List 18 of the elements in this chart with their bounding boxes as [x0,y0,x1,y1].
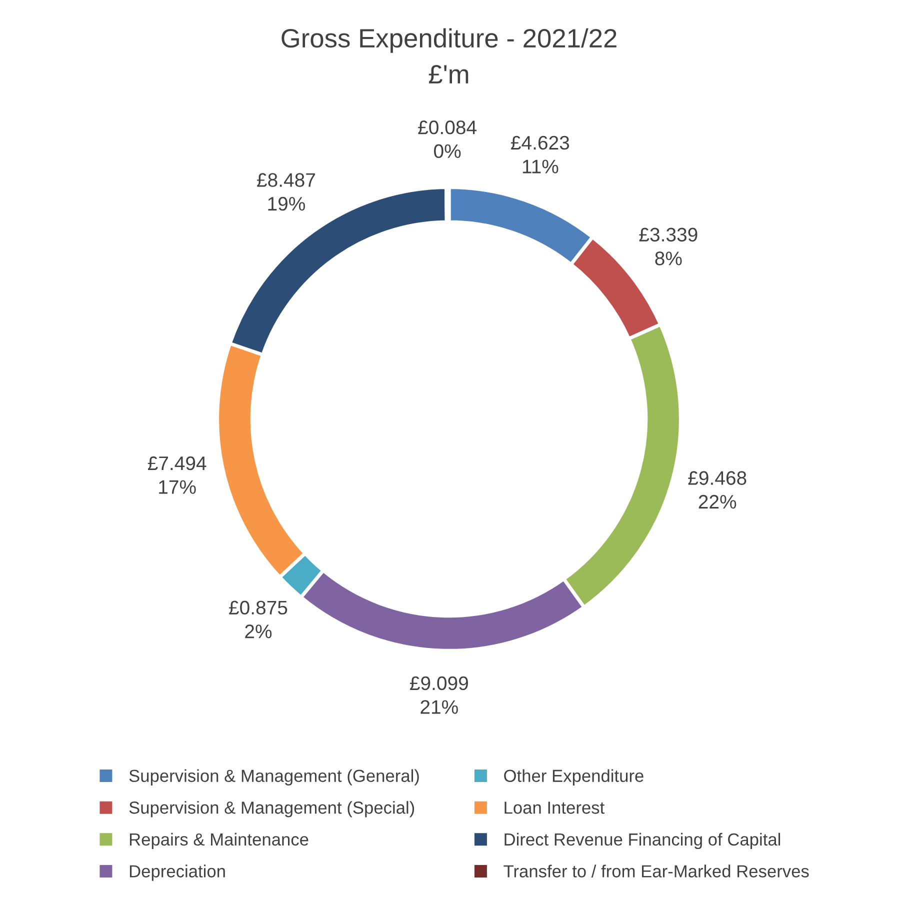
chart-title: Gross Expenditure - 2021/22 [282,28,616,53]
data-label: £0.875 2% [229,600,288,638]
legend-label: Other Expenditure [504,769,644,786]
legend-label: Repairs & Maintenance [130,832,308,850]
data-label: £3.339 8% [639,228,698,266]
legend-label: Supervision & Management (Special) [129,801,414,818]
legend-label: Depreciation [130,864,225,881]
chart-subtitle: £'m [428,64,468,84]
data-label: £9.468 22% [688,471,746,509]
legend-label: Supervision & Management (General) [129,769,419,786]
legend-label: Loan Interest [504,802,604,814]
data-label: £4.623 11% [510,136,570,174]
legend-label: Transfer to / from Ear-Marked Reserves [504,864,809,878]
data-label: £8.487 19% [257,173,315,211]
legend-label: Direct Revenue Financing of Capital [504,832,780,850]
data-label: £9.099 21% [410,676,468,714]
data-label: £0.084 0% [418,120,476,158]
data-label: £7.494 17% [148,456,206,494]
